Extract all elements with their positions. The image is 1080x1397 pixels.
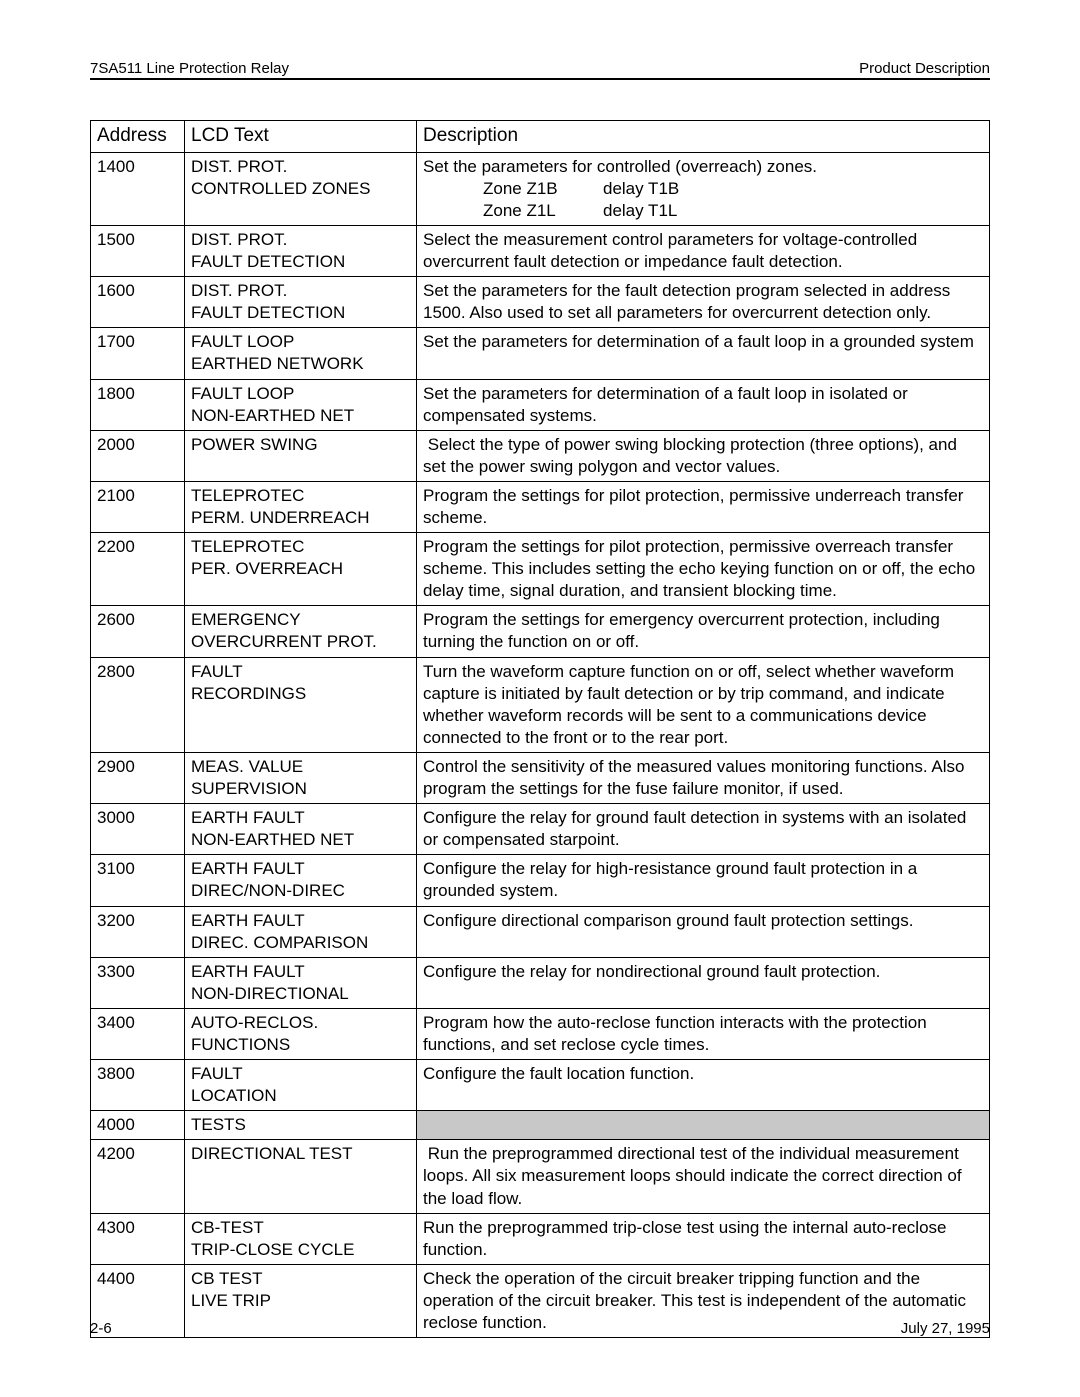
- cell-address: 3200: [91, 906, 185, 957]
- cell-description: Program the settings for pilot protectio…: [417, 481, 990, 532]
- cell-lcd-text: EMERGENCY OVERCURRENT PROT.: [185, 606, 417, 657]
- table-row: 2900MEAS. VALUE SUPERVISIONControl the s…: [91, 752, 990, 803]
- cell-lcd-text: FAULT LOCATION: [185, 1060, 417, 1111]
- cell-description: Configure the relay for nondirectional g…: [417, 957, 990, 1008]
- table-row: 1700FAULT LOOP EARTHED NETWORKSet the pa…: [91, 328, 990, 379]
- footer-left: 2-6: [90, 1320, 112, 1337]
- cell-description: Configure the relay for high-resistance …: [417, 855, 990, 906]
- col-lcd-text: LCD Text: [185, 121, 417, 153]
- parameters-table: Address LCD Text Description 1400DIST. P…: [90, 120, 990, 1338]
- delay-t1l: delay T1L: [563, 200, 677, 222]
- cell-lcd-text: EARTH FAULT NON-DIRECTIONAL: [185, 957, 417, 1008]
- cell-address: 4300: [91, 1213, 185, 1264]
- table-row: 3300EARTH FAULT NON-DIRECTIONALConfigure…: [91, 957, 990, 1008]
- table-row: 2600EMERGENCY OVERCURRENT PROT.Program t…: [91, 606, 990, 657]
- cell-address: 3000: [91, 804, 185, 855]
- cell-description: Run the preprogrammed directional test o…: [417, 1140, 990, 1213]
- delay-t1b: delay T1B: [563, 178, 679, 200]
- cell-address: 1400: [91, 152, 185, 225]
- table-row: 1600DIST. PROT. FAULT DETECTIONSet the p…: [91, 277, 990, 328]
- cell-description: Configure the fault location function.: [417, 1060, 990, 1111]
- col-description: Description: [417, 121, 990, 153]
- cell-address: 2200: [91, 533, 185, 606]
- cell-lcd-text: FAULT RECORDINGS: [185, 657, 417, 752]
- table-row: 4200DIRECTIONAL TEST Run the preprogramm…: [91, 1140, 990, 1213]
- cell-description: Program how the auto-reclose function in…: [417, 1008, 990, 1059]
- header-left: 7SA511 Line Protection Relay: [90, 60, 289, 77]
- table-row: 3200EARTH FAULT DIREC. COMPARISONConfigu…: [91, 906, 990, 957]
- cell-address: 2600: [91, 606, 185, 657]
- cell-lcd-text: AUTO-RECLOS. FUNCTIONS: [185, 1008, 417, 1059]
- page-header: 7SA511 Line Protection Relay Product Des…: [90, 60, 990, 80]
- cell-lcd-text: DIST. PROT. CONTROLLED ZONES: [185, 152, 417, 225]
- cell-address: 4000: [91, 1111, 185, 1140]
- table-row: 2200TELEPROTEC PER. OVERREACHProgram the…: [91, 533, 990, 606]
- zone-row: Zone Z1Ldelay T1L: [423, 200, 983, 222]
- cell-description: Set the parameters for determination of …: [417, 379, 990, 430]
- cell-address: 3400: [91, 1008, 185, 1059]
- cell-description: Program the settings for pilot protectio…: [417, 533, 990, 606]
- cell-address: 3300: [91, 957, 185, 1008]
- table-row: 2800FAULT RECORDINGSTurn the waveform ca…: [91, 657, 990, 752]
- footer-right: July 27, 1995: [901, 1320, 990, 1337]
- cell-description: Select the type of power swing blocking …: [417, 430, 990, 481]
- cell-address: 2800: [91, 657, 185, 752]
- table-row: 4300CB-TEST TRIP-CLOSE CYCLERun the prep…: [91, 1213, 990, 1264]
- cell-lcd-text: TELEPROTEC PERM. UNDERREACH: [185, 481, 417, 532]
- table-row: 3800FAULT LOCATIONConfigure the fault lo…: [91, 1060, 990, 1111]
- cell-lcd-text: FAULT LOOP NON-EARTHED NET: [185, 379, 417, 430]
- table-row: 3400AUTO-RECLOS. FUNCTIONSProgram how th…: [91, 1008, 990, 1059]
- cell-lcd-text: MEAS. VALUE SUPERVISION: [185, 752, 417, 803]
- cell-description-text: Set the parameters for controlled (overr…: [423, 157, 817, 176]
- table-row: 4000TESTS: [91, 1111, 990, 1140]
- cell-address: 1800: [91, 379, 185, 430]
- cell-address: 4200: [91, 1140, 185, 1213]
- cell-lcd-text: FAULT LOOP EARTHED NETWORK: [185, 328, 417, 379]
- cell-lcd-text: DIST. PROT. FAULT DETECTION: [185, 277, 417, 328]
- cell-address: 3800: [91, 1060, 185, 1111]
- zone-z1l: Zone Z1L: [423, 200, 563, 222]
- table-header-row: Address LCD Text Description: [91, 121, 990, 153]
- page-footer: 2-6 July 27, 1995: [90, 1320, 990, 1337]
- cell-description: Set the parameters for controlled (overr…: [417, 152, 990, 225]
- cell-description: Program the settings for emergency overc…: [417, 606, 990, 657]
- zone-z1b: Zone Z1B: [423, 178, 563, 200]
- cell-description: Turn the waveform capture function on or…: [417, 657, 990, 752]
- cell-description: Configure directional comparison ground …: [417, 906, 990, 957]
- zone-row: Zone Z1Bdelay T1B: [423, 178, 983, 200]
- cell-lcd-text: EARTH FAULT NON-EARTHED NET: [185, 804, 417, 855]
- cell-address: 1500: [91, 225, 185, 276]
- cell-lcd-text: DIST. PROT. FAULT DETECTION: [185, 225, 417, 276]
- cell-address: 2100: [91, 481, 185, 532]
- cell-address: 1700: [91, 328, 185, 379]
- cell-description: Configure the relay for ground fault det…: [417, 804, 990, 855]
- cell-address: 3100: [91, 855, 185, 906]
- cell-address: 1600: [91, 277, 185, 328]
- table-row: 2000POWER SWING Select the type of power…: [91, 430, 990, 481]
- cell-lcd-text: TELEPROTEC PER. OVERREACH: [185, 533, 417, 606]
- header-right: Product Description: [859, 60, 990, 77]
- cell-description: Select the measurement control parameter…: [417, 225, 990, 276]
- cell-lcd-text: EARTH FAULT DIREC. COMPARISON: [185, 906, 417, 957]
- cell-description: Run the preprogrammed trip-close test us…: [417, 1213, 990, 1264]
- cell-description: Control the sensitivity of the measured …: [417, 752, 990, 803]
- table-row: 1500DIST. PROT. FAULT DETECTIONSelect th…: [91, 225, 990, 276]
- cell-lcd-text: TESTS: [185, 1111, 417, 1140]
- cell-lcd-text: CB-TEST TRIP-CLOSE CYCLE: [185, 1213, 417, 1264]
- table-row: 1400DIST. PROT. CONTROLLED ZONES Set the …: [91, 152, 990, 225]
- table-row: 1800FAULT LOOP NON-EARTHED NETSet the pa…: [91, 379, 990, 430]
- cell-lcd-text: POWER SWING: [185, 430, 417, 481]
- cell-description: [417, 1111, 990, 1140]
- cell-address: 2900: [91, 752, 185, 803]
- table-row: 3100EARTH FAULT DIREC/NON-DIRECConfigure…: [91, 855, 990, 906]
- cell-lcd-text: EARTH FAULT DIREC/NON-DIREC: [185, 855, 417, 906]
- cell-lcd-text: DIRECTIONAL TEST: [185, 1140, 417, 1213]
- cell-description: Set the parameters for the fault detecti…: [417, 277, 990, 328]
- cell-address: 2000: [91, 430, 185, 481]
- table-row: 3000EARTH FAULT NON-EARTHED NETConfigure…: [91, 804, 990, 855]
- col-address: Address: [91, 121, 185, 153]
- cell-description: Set the parameters for determination of …: [417, 328, 990, 379]
- table-row: 2100TELEPROTEC PERM. UNDERREACHProgram t…: [91, 481, 990, 532]
